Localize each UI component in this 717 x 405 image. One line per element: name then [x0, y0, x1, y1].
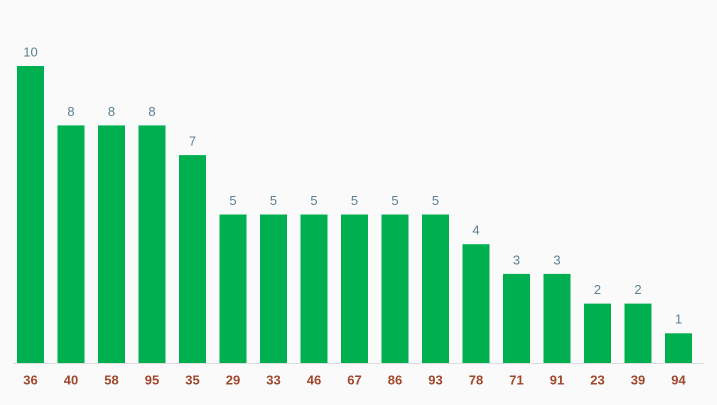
x-tick-label: 58: [104, 372, 118, 387]
bar: [381, 214, 409, 363]
bar: [462, 244, 490, 363]
x-tick-label: 35: [185, 372, 199, 387]
bar: [98, 125, 125, 364]
value-label: 8: [67, 104, 74, 119]
value-label: 2: [634, 282, 641, 297]
bar: [57, 125, 85, 364]
x-tick-label: 36: [23, 372, 37, 387]
value-label: 5: [270, 193, 277, 208]
x-tick-label: 39: [631, 372, 645, 387]
value-label: 5: [432, 193, 439, 208]
bar: [138, 125, 166, 364]
value-label: 3: [513, 252, 520, 267]
value-label: 10: [23, 44, 37, 59]
value-label: 1: [675, 312, 682, 327]
x-tick-label: 40: [64, 372, 78, 387]
bar: [584, 303, 611, 363]
value-label: 8: [148, 104, 155, 119]
bar: [17, 66, 44, 363]
bar: [624, 303, 652, 363]
value-label: 2: [594, 282, 601, 297]
bar: [543, 273, 571, 363]
x-tick-label: 94: [671, 372, 686, 387]
x-tick-label: 91: [550, 372, 564, 387]
value-label: 4: [472, 223, 479, 238]
x-tick-label: 29: [226, 372, 240, 387]
value-label: 5: [351, 193, 358, 208]
value-label: 7: [189, 134, 196, 149]
value-label: 3: [553, 252, 560, 267]
bar: [665, 333, 692, 363]
x-tick-label: 46: [307, 372, 321, 387]
bar: [300, 214, 328, 363]
bar: [260, 214, 287, 363]
bar: [341, 214, 368, 363]
x-tick-label: 71: [509, 372, 523, 387]
x-tick-label: 67: [347, 372, 361, 387]
bar: [503, 273, 530, 363]
bar: [422, 214, 449, 363]
bar: [219, 214, 247, 363]
x-tick-label: 23: [590, 372, 604, 387]
x-tick-label: 86: [388, 372, 402, 387]
value-label: 5: [391, 193, 398, 208]
x-tick-label: 78: [469, 372, 483, 387]
value-label: 5: [310, 193, 317, 208]
x-tick-label: 33: [266, 372, 280, 387]
bar: [179, 155, 206, 363]
value-label: 8: [108, 104, 115, 119]
value-label: 5: [229, 193, 236, 208]
x-tick-label: 93: [428, 372, 442, 387]
x-tick-label: 95: [145, 372, 159, 387]
